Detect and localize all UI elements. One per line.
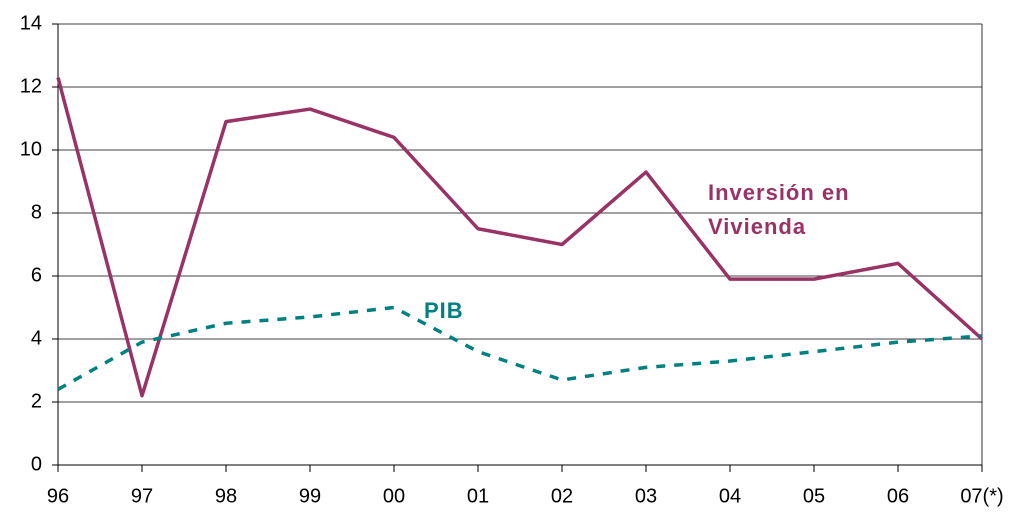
y-tick-label: 0	[31, 453, 42, 475]
y-tick-label: 6	[31, 264, 42, 286]
x-tick-label: 02	[551, 485, 573, 507]
y-tick-label: 4	[31, 327, 42, 349]
x-tick-label: 03	[635, 485, 657, 507]
x-tick-label: 05	[803, 485, 825, 507]
x-tick-label: 04	[719, 485, 741, 507]
x-tick-label: 06	[887, 485, 909, 507]
series-label: Inversión en Vivienda	[708, 180, 850, 239]
series-line	[56, 77, 984, 398]
y-tick-label: 10	[20, 138, 42, 160]
y-tick-label: 2	[31, 390, 42, 412]
x-tick-label: 99	[299, 485, 321, 507]
x-tick-label: 97	[131, 485, 153, 507]
series-label: PIB	[424, 298, 464, 323]
series-line	[57, 305, 983, 391]
x-tick-label: 07(*)	[960, 485, 1003, 507]
x-tick-label: 98	[215, 485, 237, 507]
x-tick-label: 00	[383, 485, 405, 507]
y-tick-label: 8	[31, 201, 42, 223]
x-tick-label: 96	[47, 485, 69, 507]
y-tick-label: 14	[20, 12, 42, 34]
x-tick-label: 01	[467, 485, 489, 507]
y-tick-label: 12	[20, 75, 42, 97]
